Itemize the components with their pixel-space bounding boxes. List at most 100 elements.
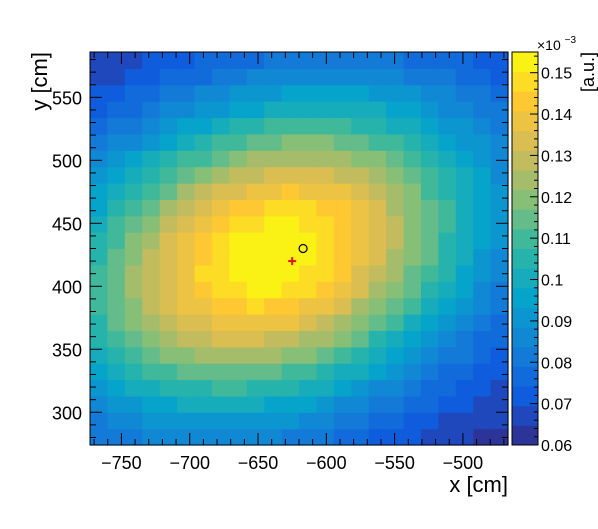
heatmap-cell: [333, 199, 352, 217]
heatmap-cell: [142, 412, 161, 430]
heatmap-cell: [159, 248, 178, 266]
heatmap-cell: [490, 84, 509, 102]
heatmap-cell: [438, 68, 457, 86]
heatmap-cell: [455, 363, 474, 381]
heatmap-cell: [194, 133, 213, 151]
heatmap-cell: [124, 428, 143, 446]
colorbar-tick-label: 0.14: [541, 107, 572, 124]
heatmap-cell: [316, 428, 335, 446]
heatmap-cell: [316, 232, 335, 250]
heatmap-cell: [403, 133, 422, 151]
heatmap-cell: [246, 166, 265, 184]
heatmap-cell: [351, 84, 370, 102]
heatmap-cell: [142, 281, 161, 299]
heatmap-cell: [159, 117, 178, 135]
heatmap-cell: [281, 232, 300, 250]
heatmap-cell: [351, 150, 370, 168]
heatmap-cell: [455, 215, 474, 233]
heatmap-cell: [368, 215, 387, 233]
heatmap-cell: [490, 248, 509, 266]
heatmap-cell: [159, 166, 178, 184]
heatmap-cell: [368, 363, 387, 381]
heatmap-cell: [386, 232, 405, 250]
heatmap-cell: [420, 395, 439, 413]
heatmap-cell: [333, 68, 352, 86]
heatmap-cell: [142, 330, 161, 348]
heatmap-cell: [281, 412, 300, 430]
heatmap-cell: [420, 330, 439, 348]
heatmap-cell: [281, 428, 300, 446]
heatmap-cell: [299, 183, 318, 200]
heatmap-cell: [124, 133, 143, 151]
heatmap-cell: [473, 395, 492, 413]
heatmap-cell: [229, 232, 248, 250]
heatmap-cell: [246, 150, 265, 168]
heatmap-cell: [229, 395, 248, 413]
heatmap-cell: [107, 330, 126, 348]
heatmap-cell: [316, 68, 335, 86]
heatmap-cell: [107, 248, 126, 266]
heatmap-cell: [211, 117, 230, 135]
heatmap-cell: [368, 412, 387, 430]
heatmap-cell: [124, 314, 143, 331]
heatmap-cell: [246, 363, 265, 381]
heatmap-cell: [403, 346, 422, 364]
heatmap-cell: [351, 314, 370, 331]
heatmap-cell: [403, 199, 422, 217]
heatmap-cell: [177, 297, 196, 315]
heatmap-cell: [420, 412, 439, 430]
heatmap-cell: [264, 281, 283, 299]
x-tick-label: −500: [443, 453, 484, 473]
heatmap-cell: [316, 183, 335, 200]
heatmap-cell: [211, 133, 230, 151]
heatmap-cell: [438, 199, 457, 217]
heatmap-cell: [142, 150, 161, 168]
heatmap-cell: [142, 133, 161, 151]
heatmap-cell: [455, 264, 474, 282]
heatmap-cell: [211, 215, 230, 233]
heatmap-cell: [351, 183, 370, 200]
heatmap-cell: [368, 117, 387, 135]
heatmap-cell: [368, 314, 387, 331]
heatmap-cell: [264, 166, 283, 184]
heatmap-cell: [246, 264, 265, 282]
heatmap-cell: [473, 101, 492, 119]
x-tick-label: −700: [169, 453, 210, 473]
heatmap-cell: [438, 428, 457, 446]
colorbar-bin: [512, 346, 538, 367]
heatmap-cell: [177, 395, 196, 413]
heatmap-cell: [107, 428, 126, 446]
heatmap-cell: [386, 68, 405, 86]
heatmap-cell: [142, 232, 161, 250]
heatmap-cell: [281, 330, 300, 348]
heatmap-cell: [107, 379, 126, 397]
heatmap-cell: [299, 52, 318, 69]
heatmap-cell: [316, 346, 335, 364]
heatmap-cell: [316, 199, 335, 217]
heatmap-cell: [264, 428, 283, 446]
heatmap-cell: [333, 346, 352, 364]
heatmap-cell: [229, 117, 248, 135]
heatmap-cell: [264, 52, 283, 69]
heatmap-cell: [264, 150, 283, 168]
heatmap-cell: [403, 297, 422, 315]
heatmap-cell: [177, 215, 196, 233]
heatmap-cell: [194, 84, 213, 102]
heatmap-cell: [368, 166, 387, 184]
heatmap-cell: [211, 101, 230, 119]
heatmap-cell: [420, 346, 439, 364]
heatmap-cell: [351, 363, 370, 381]
heatmap-cell: [333, 52, 352, 69]
x-tick-label: −750: [101, 453, 142, 473]
heatmap-cell: [299, 297, 318, 315]
colorbar-bin: [512, 268, 538, 289]
heatmap-cell: [194, 166, 213, 184]
colorbar-bin: [512, 366, 538, 387]
heatmap-cell: [351, 281, 370, 299]
heatmap-cell: [229, 101, 248, 119]
heatmap-cell: [316, 395, 335, 413]
heatmap-cell: [177, 248, 196, 266]
heatmap-cell: [368, 248, 387, 266]
heatmap-cell: [386, 150, 405, 168]
